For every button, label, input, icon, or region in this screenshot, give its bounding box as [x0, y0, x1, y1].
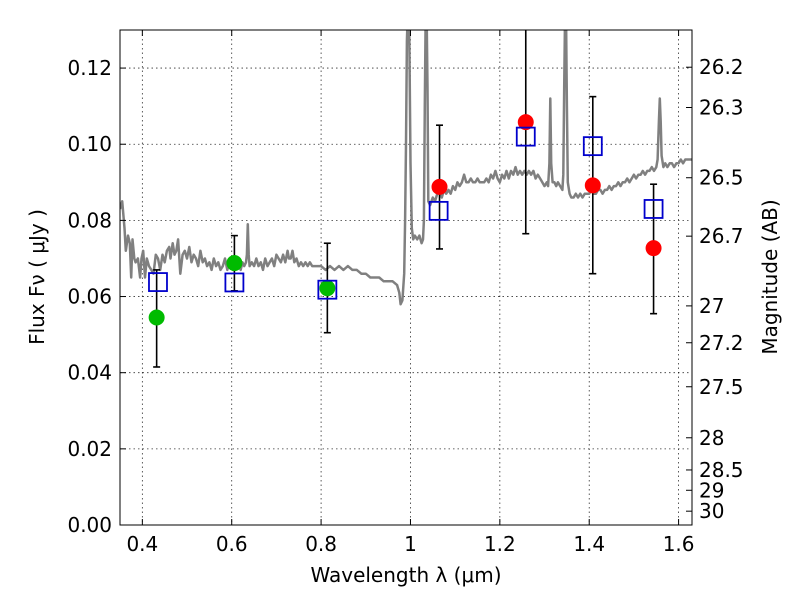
data-point [584, 177, 601, 194]
y2-tick-label: 30 [699, 499, 724, 523]
y2-tick-label: 26.3 [699, 95, 744, 119]
model-point [148, 272, 168, 292]
data-point [319, 280, 336, 297]
y2-tick-label: 26.5 [699, 166, 744, 190]
data-point [517, 114, 534, 131]
y-tick-label: 0.02 [67, 437, 112, 461]
y2-tick-label: 26.7 [699, 224, 744, 248]
data-point [431, 178, 448, 195]
model-point [515, 126, 536, 147]
y-tick-label: 0.00 [67, 513, 112, 537]
x-tick-label: 0.4 [126, 532, 158, 556]
y-tick-label: 0.08 [67, 208, 112, 232]
y2-tick-label: 29 [699, 478, 724, 502]
data-markers [148, 114, 664, 326]
model-spectrum [120, 30, 692, 306]
y-tick-label: 0.12 [67, 56, 112, 80]
y2-tick-label: 27.5 [699, 375, 744, 399]
data-point [226, 255, 243, 272]
y-tick-label: 0.04 [67, 361, 112, 385]
y-tick-label: 0.06 [67, 285, 112, 309]
y2-tick-label: 27.2 [699, 331, 744, 355]
x-tick-label: 1.2 [484, 532, 516, 556]
plot-frame [119, 29, 693, 526]
x-tick-label: 0.6 [216, 532, 248, 556]
model-point [643, 199, 664, 219]
y2-tick-label: 26.2 [699, 55, 744, 79]
x-tick-label: 1.6 [663, 532, 695, 556]
data-point [645, 240, 662, 257]
y2-tick-label: 28.5 [699, 458, 744, 482]
x-tick-label: 0.8 [305, 532, 337, 556]
y2-axis-label: Magnitude (AB) [758, 199, 782, 354]
model-point [582, 136, 603, 157]
y2-tick-label: 28 [699, 426, 724, 450]
x-tick-label: 1 [404, 532, 417, 556]
x-axis-ticks: 0.4 0.6 0.8 1 1.2 1.4 1.6 [126, 30, 695, 556]
x-axis-label: Wavelength λ (μm) [310, 563, 501, 587]
model-point [224, 272, 245, 293]
y-tick-label: 0.10 [67, 132, 112, 156]
y2-tick-label: 27 [699, 294, 724, 318]
y-axis-label: Flux Fν ( μJy ) [25, 209, 49, 345]
data-point [148, 309, 165, 326]
model-point [428, 200, 449, 221]
y-axis-ticks: 0.00 0.02 0.04 0.06 0.08 0.10 0.12 [67, 56, 126, 537]
model-spectrum-line [120, 30, 692, 306]
model-point [317, 279, 338, 300]
x-tick-label: 1.4 [573, 532, 605, 556]
